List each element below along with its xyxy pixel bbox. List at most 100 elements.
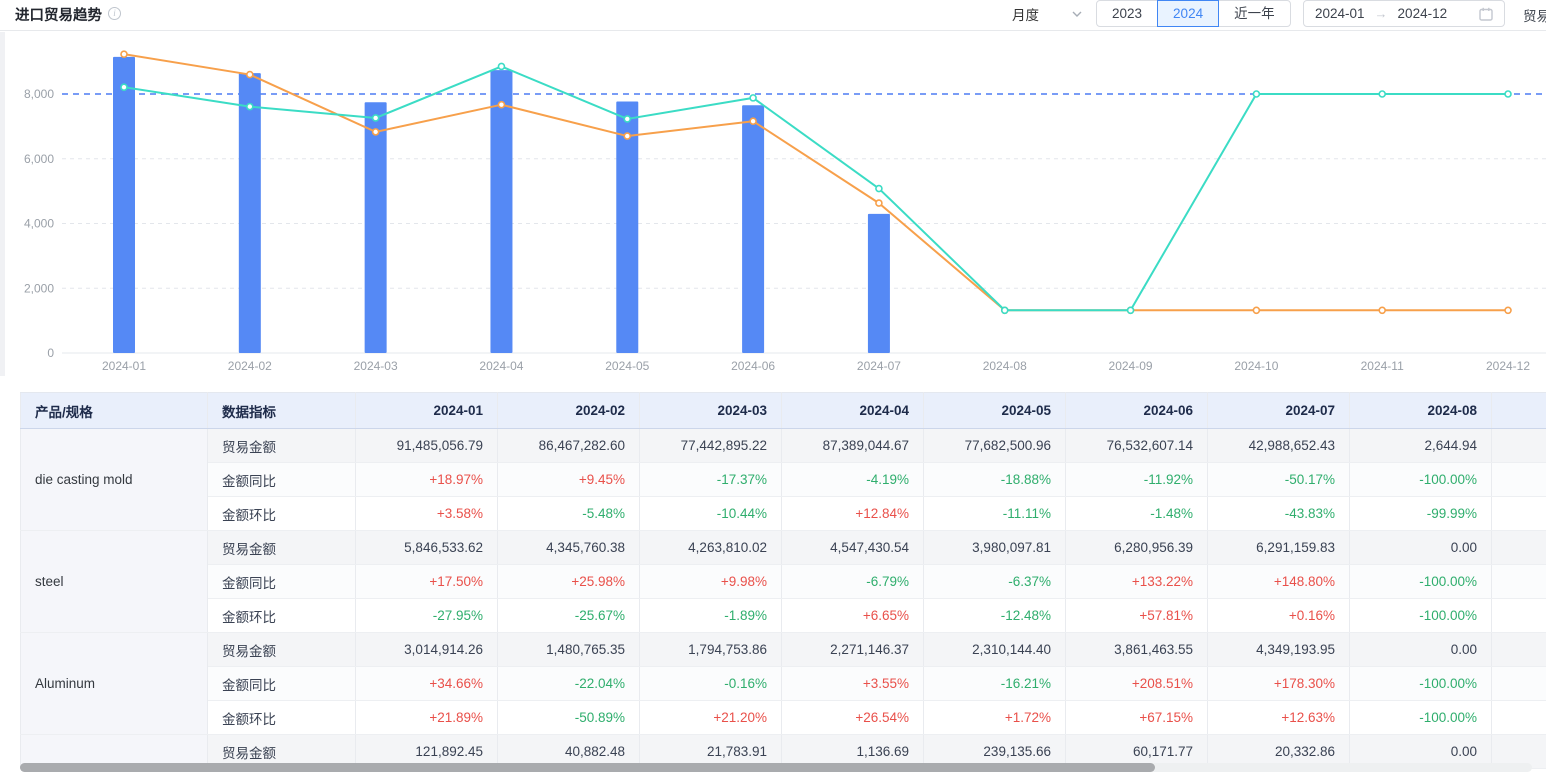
table-cell: 0.00 [1349, 530, 1492, 565]
horizontal-scrollbar-thumb[interactable] [20, 763, 1155, 772]
table-cell: +9.45% [497, 462, 640, 497]
table-cell: +18.97% [355, 462, 498, 497]
line-orange-point-2024-04[interactable] [497, 100, 506, 109]
line-orange-point-2024-11[interactable] [1378, 306, 1386, 315]
table-cell: +6.65% [781, 598, 924, 633]
table-cell: +21.89% [355, 700, 498, 735]
table-row: 金额同比 +18.97% +9.45% -17.37% -4.19% -18.88% -11… [21, 462, 1546, 497]
table-cell-empty [1491, 700, 1546, 735]
line-teal-point-2024-07[interactable] [875, 184, 883, 193]
x-axis-label: 2024-07 [857, 359, 901, 373]
table-cell: -16.21% [923, 666, 1066, 701]
line-orange-point-2024-10[interactable] [1252, 306, 1261, 315]
table-cell: +26.54% [781, 700, 924, 735]
table-cell: 77,442,895.22 [639, 428, 782, 463]
table-cell: -1.89% [639, 598, 782, 633]
column-header-2024-01: 2024-01 [355, 392, 498, 429]
table-cell: +67.15% [1065, 700, 1208, 735]
table-cell: +21.20% [639, 700, 782, 735]
table-cell-empty [1491, 496, 1546, 531]
table-cell: +25.98% [497, 564, 640, 599]
table-cell: 1,794,753.86 [639, 632, 782, 667]
year-button-2024[interactable]: 2024 [1157, 0, 1220, 27]
line-teal-point-2024-08[interactable] [1000, 306, 1009, 315]
year-button-近一年[interactable]: 近一年 [1218, 0, 1291, 27]
table-cell: -5.48% [497, 496, 640, 531]
product-cell: die casting mold [20, 428, 208, 531]
line-orange-point-2024-06[interactable] [749, 117, 757, 125]
line-orange-point-2024-07[interactable] [875, 199, 883, 207]
line-teal-point-2024-12[interactable] [1504, 90, 1512, 98]
bar-2024-05[interactable] [616, 101, 639, 354]
horizontal-scrollbar-track[interactable] [20, 763, 1532, 772]
column-header-empty [1491, 392, 1546, 429]
table-cell: +133.22% [1065, 564, 1208, 599]
line-teal-point-2024-03[interactable] [371, 114, 380, 122]
line-teal-point-2024-10[interactable] [1252, 90, 1261, 98]
left-gutter [0, 32, 5, 376]
line-teal-point-2024-02[interactable] [246, 102, 254, 111]
table-cell: -100.00% [1349, 462, 1492, 497]
table-cell: -100.00% [1349, 564, 1492, 599]
table-cell: 6,291,159.83 [1207, 530, 1350, 565]
table-cell: 3,861,463.55 [1065, 632, 1208, 667]
trade-trend-chart: 0 2,000 4,000 6,000 8,000 2024-01 2024-02 2024-… [24, 50, 1546, 373]
page-title: 进口贸易趋势 [15, 8, 102, 24]
x-axis-label: 2024-06 [731, 359, 775, 373]
table-cell: -100.00% [1349, 598, 1492, 633]
line-teal-point-2024-09[interactable] [1126, 306, 1135, 315]
line-orange-point-2024-12[interactable] [1504, 306, 1512, 315]
table-cell: 0.00 [1349, 632, 1492, 667]
table-cell: -11.11% [923, 496, 1066, 531]
metric-cell: 金额环比 [207, 700, 356, 735]
bar-2024-04[interactable] [490, 70, 513, 353]
column-header-2024-07: 2024-07 [1207, 392, 1350, 429]
x-axis-label: 2024-11 [1361, 359, 1404, 373]
line-orange-point-2024-05[interactable] [623, 132, 632, 140]
table-cell: +1.72% [923, 700, 1066, 735]
table-cell: -4.19% [781, 462, 924, 497]
line-orange-point-2024-01[interactable] [120, 50, 128, 58]
range-start: 2024-01 [1315, 6, 1365, 21]
line-teal-point-2024-06[interactable] [749, 94, 757, 102]
line-teal-point-2024-01[interactable] [120, 83, 128, 92]
table-cell: 4,345,760.38 [497, 530, 640, 565]
line-orange-point-2024-02[interactable] [246, 70, 254, 79]
metric-cell: 金额环比 [207, 496, 356, 531]
table-cell-empty [1491, 632, 1546, 667]
info-icon[interactable]: i [108, 7, 121, 20]
table-cell: -18.88% [923, 462, 1066, 497]
date-range-picker[interactable]: 2024-01 → 2024-12 [1303, 0, 1505, 27]
table-cell: -17.37% [639, 462, 782, 497]
bar-2024-01[interactable] [113, 56, 135, 353]
table-cell: +34.66% [355, 666, 498, 701]
bar-2024-02[interactable] [238, 73, 261, 354]
column-header-2024-03: 2024-03 [639, 392, 782, 429]
table-cell: 3,014,914.26 [355, 632, 498, 667]
x-axis-label: 2024-12 [1486, 359, 1530, 373]
line-teal-point-2024-05[interactable] [623, 115, 632, 123]
table-cell-empty [1491, 564, 1546, 599]
period-select[interactable]: 月度 [1006, 2, 1088, 26]
table-row: 金额同比 +34.66% -22.04% -0.16% +3.55% -16.21% +20… [21, 666, 1546, 701]
bar-2024-07[interactable] [867, 213, 890, 353]
table-cell: 77,682,500.96 [923, 428, 1066, 463]
column-header-product: 产品/规格 [20, 392, 208, 429]
column-header-metric: 数据指标 [207, 392, 356, 429]
x-axis-label: 2024-03 [354, 359, 398, 373]
trade-data-table: 产品/规格 数据指标 2024-01 2024-02 2024-03 2024-04 202… [20, 392, 1546, 769]
line-teal-point-2024-04[interactable] [497, 62, 506, 71]
line-teal-point-2024-11[interactable] [1378, 90, 1386, 98]
table-cell: 86,467,282.60 [497, 428, 640, 463]
bar-2024-06[interactable] [742, 105, 765, 353]
toolbar: 进口贸易趋势 i 月度 2023 2024 近一年 2024-01 → 2024-1… [0, 0, 1546, 31]
line-orange-point-2024-03[interactable] [371, 128, 380, 136]
calendar-icon [1479, 7, 1493, 21]
column-header-2024-02: 2024-02 [497, 392, 640, 429]
y-axis-label: 0 [47, 346, 54, 360]
table-row: die casting mold 贸易金额 91,485,056.79 86,467,… [20, 428, 1546, 531]
table-cell: -12.48% [923, 598, 1066, 633]
x-axis-label: 2024-04 [479, 359, 523, 373]
year-button-2023[interactable]: 2023 [1096, 0, 1159, 27]
bar-2024-03[interactable] [364, 102, 387, 353]
